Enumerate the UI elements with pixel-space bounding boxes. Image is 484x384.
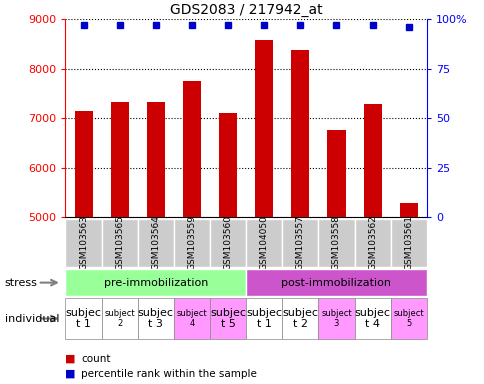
Text: count: count: [81, 354, 110, 364]
Text: ■: ■: [65, 354, 76, 364]
Bar: [354, 219, 390, 267]
Bar: [102, 298, 137, 339]
Text: subjec
t 5: subjec t 5: [210, 308, 245, 329]
Text: GSM103558: GSM103558: [331, 215, 340, 270]
Text: subjec
t 3: subjec t 3: [137, 308, 173, 329]
Bar: [182, 81, 200, 217]
Text: GSM103565: GSM103565: [115, 215, 124, 270]
Bar: [245, 219, 282, 267]
Text: subject
2: subject 2: [104, 309, 135, 328]
Bar: [219, 113, 237, 217]
Text: post-immobilization: post-immobilization: [281, 278, 391, 288]
Bar: [65, 298, 102, 339]
Bar: [245, 269, 426, 296]
Text: stress: stress: [5, 278, 38, 288]
Text: GSM103557: GSM103557: [295, 215, 304, 270]
Bar: [65, 219, 102, 267]
Text: subjec
t 1: subjec t 1: [246, 308, 282, 329]
Bar: [65, 269, 245, 296]
Bar: [390, 298, 426, 339]
Bar: [75, 111, 92, 217]
Text: GSM103559: GSM103559: [187, 215, 196, 270]
Bar: [354, 298, 390, 339]
Bar: [255, 40, 272, 217]
Text: percentile rank within the sample: percentile rank within the sample: [81, 369, 257, 379]
Bar: [173, 298, 210, 339]
Bar: [102, 219, 137, 267]
Text: pre-immobilization: pre-immobilization: [104, 278, 208, 288]
Text: GSM104050: GSM104050: [259, 215, 268, 270]
Text: GSM103563: GSM103563: [79, 215, 88, 270]
Text: subjec
t 1: subjec t 1: [65, 308, 101, 329]
Text: subjec
t 2: subjec t 2: [282, 308, 318, 329]
Text: GSM103562: GSM103562: [367, 215, 377, 270]
Text: GSM103564: GSM103564: [151, 215, 160, 270]
Bar: [210, 298, 245, 339]
Bar: [399, 203, 417, 217]
Bar: [282, 298, 318, 339]
Text: individual: individual: [5, 313, 59, 324]
Text: subject
4: subject 4: [176, 309, 207, 328]
Text: GSM103560: GSM103560: [223, 215, 232, 270]
Bar: [147, 102, 165, 217]
Bar: [318, 298, 354, 339]
Bar: [137, 219, 173, 267]
Bar: [291, 50, 309, 217]
Text: ■: ■: [65, 369, 76, 379]
Bar: [318, 219, 354, 267]
Bar: [110, 102, 128, 217]
Text: subject
3: subject 3: [320, 309, 351, 328]
Bar: [282, 219, 318, 267]
Text: subject
5: subject 5: [393, 309, 423, 328]
Bar: [210, 219, 245, 267]
Title: GDS2083 / 217942_at: GDS2083 / 217942_at: [169, 3, 322, 17]
Bar: [327, 131, 345, 217]
Bar: [390, 219, 426, 267]
Bar: [245, 298, 282, 339]
Bar: [363, 104, 381, 217]
Bar: [173, 219, 210, 267]
Text: subjec
t 4: subjec t 4: [354, 308, 390, 329]
Text: GSM103561: GSM103561: [403, 215, 412, 270]
Bar: [137, 298, 173, 339]
